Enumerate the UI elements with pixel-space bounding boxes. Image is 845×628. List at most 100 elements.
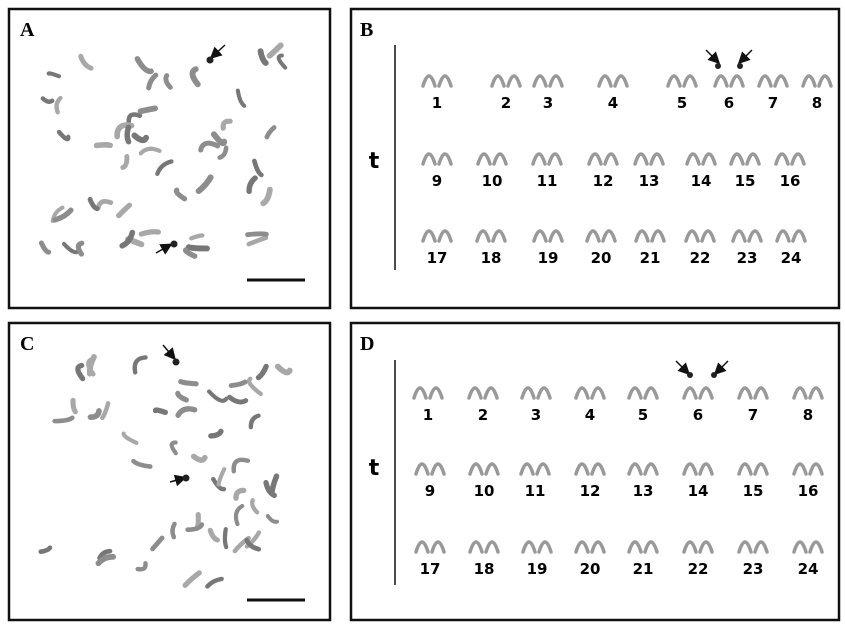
chromosome — [233, 487, 247, 501]
chromosome — [207, 527, 220, 543]
chromosome-number: 13 — [639, 172, 660, 190]
chromosome — [521, 540, 537, 554]
chromosome — [713, 74, 729, 88]
chromosome — [684, 229, 700, 243]
chromosome-number: 15 — [743, 482, 764, 500]
chromosome — [189, 66, 201, 88]
chromosome — [590, 386, 606, 400]
chromosome-number: 23 — [737, 249, 758, 267]
chromosome — [163, 73, 173, 90]
chromosome — [87, 196, 100, 212]
chromosome — [210, 131, 228, 147]
chromosome — [682, 386, 698, 400]
chromosome-number: 4 — [585, 406, 595, 424]
chromosome-number: 12 — [580, 482, 601, 500]
chromosome — [421, 74, 437, 88]
chromosome-number: 16 — [780, 172, 801, 190]
chromosome — [774, 152, 790, 166]
chromosome — [698, 540, 714, 554]
chromosome-number: 16 — [798, 482, 819, 500]
chromosome-number: 6 — [724, 94, 734, 112]
chromosome — [276, 53, 288, 70]
chromosome — [737, 540, 753, 554]
chromosome — [729, 152, 745, 166]
row-label: t — [369, 149, 380, 174]
chromosome — [574, 540, 590, 554]
chromosome — [627, 462, 643, 476]
chromosome — [173, 187, 188, 202]
chromosome — [775, 229, 791, 243]
chromosome — [430, 540, 446, 554]
chromosome — [235, 88, 247, 108]
chromosome — [773, 74, 789, 88]
chromosome — [178, 379, 199, 387]
chromosome — [574, 386, 590, 400]
chromosome — [414, 540, 430, 554]
chromosome — [437, 229, 453, 243]
chromosome — [791, 229, 807, 243]
chromosome — [666, 74, 682, 88]
chromosome-number: 4 — [608, 94, 618, 112]
chromosome — [535, 462, 551, 476]
chromosome-number: 18 — [481, 249, 502, 267]
chromosome — [532, 229, 548, 243]
chromosome — [627, 540, 643, 554]
chromosome — [428, 386, 444, 400]
panel-label: A — [20, 19, 35, 41]
arrow — [705, 49, 721, 65]
chromosome — [547, 152, 563, 166]
chromosome — [753, 462, 769, 476]
chromosome-number: 14 — [691, 172, 712, 190]
chromosome — [227, 394, 249, 405]
chromosome-number: 21 — [640, 249, 661, 267]
chromosome — [634, 229, 650, 243]
chromosome — [490, 74, 506, 88]
chromosome — [745, 152, 761, 166]
signal — [711, 372, 717, 378]
chromosome-number: 3 — [543, 94, 553, 112]
chromosome-number: 1 — [432, 94, 442, 112]
chromosome — [412, 386, 428, 400]
chromosome-number: 13 — [633, 482, 654, 500]
chromosome — [649, 152, 665, 166]
chromosome — [245, 231, 269, 238]
chromosome — [198, 140, 221, 153]
chromosome — [808, 386, 824, 400]
signal — [715, 63, 721, 69]
chromosome — [185, 522, 205, 532]
chromosome — [737, 462, 753, 476]
arrow — [675, 360, 691, 376]
chromosome — [682, 540, 698, 554]
chromosome — [264, 125, 277, 140]
chromosome — [248, 413, 261, 430]
chromosome — [252, 158, 264, 178]
chromosome — [613, 74, 629, 88]
chromosome — [701, 152, 717, 166]
chromosome — [131, 132, 150, 144]
chromosome — [54, 95, 63, 115]
chromosome — [231, 457, 251, 474]
arrow — [155, 243, 173, 255]
chromosome — [155, 159, 174, 176]
chromosome — [137, 105, 159, 115]
chromosome — [520, 386, 536, 400]
chromosome — [195, 174, 214, 195]
chromosome-number: 24 — [798, 560, 819, 578]
chromosome — [246, 175, 258, 195]
signal — [172, 358, 180, 366]
chromosome — [491, 229, 507, 243]
chromosome-number: 17 — [420, 560, 441, 578]
chromosome-number: 17 — [427, 249, 448, 267]
chromosome-number: 22 — [688, 560, 709, 578]
chromosome — [757, 74, 773, 88]
chromosome — [257, 48, 269, 66]
chromosome — [222, 527, 229, 550]
chromosome — [95, 199, 114, 210]
chromosome-number: 15 — [735, 172, 756, 190]
chromosome — [78, 53, 94, 71]
row-label: t — [369, 456, 380, 481]
chromosome — [682, 462, 698, 476]
chromosome — [698, 386, 714, 400]
panel-frame — [7, 7, 332, 310]
chromosome — [548, 229, 564, 243]
